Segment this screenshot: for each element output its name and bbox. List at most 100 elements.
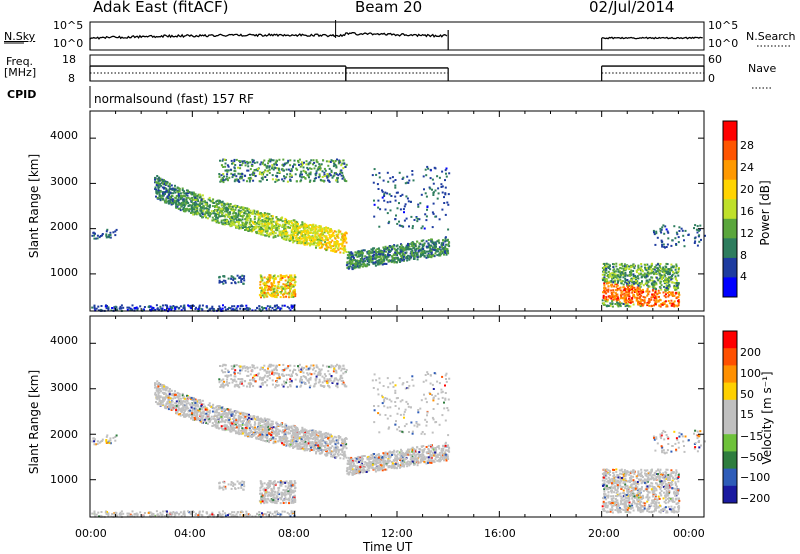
power-cell-1973	[168, 200, 171, 203]
power-cell-2717	[351, 260, 354, 263]
power-cell-940	[228, 213, 231, 216]
velocity-cell-234	[332, 370, 335, 373]
power-cell-1330	[214, 220, 217, 222]
power-cell-1577	[199, 208, 202, 211]
velocity-cell-136	[259, 376, 262, 379]
power-cell-1822	[196, 205, 199, 208]
power-cell-3365	[607, 285, 610, 288]
power-cell-2399	[438, 241, 441, 244]
power-cell-1526	[232, 209, 235, 212]
velocity-cell-417	[335, 384, 338, 387]
power-cell-2467	[407, 246, 410, 249]
power-cell-1558	[221, 214, 224, 217]
power-cell-4301	[262, 307, 265, 310]
power-cell-372	[307, 162, 310, 165]
power-cell-3555	[616, 303, 619, 306]
power-cell-1515	[284, 230, 287, 233]
power-cell-622	[234, 221, 237, 224]
power-cell-3563	[627, 274, 630, 277]
power-cell-1839	[194, 199, 197, 202]
power-cell-1976	[244, 218, 247, 221]
power-cell-2233	[406, 245, 408, 248]
power-cell-1795	[228, 215, 231, 218]
power-cell-4133	[666, 230, 669, 233]
power-cell-2943	[269, 286, 272, 289]
power-cell-4279	[271, 307, 274, 309]
power-cell-2336	[428, 254, 431, 257]
power-cell-31	[227, 169, 230, 172]
power-cell-206	[341, 162, 344, 165]
vel-cb-tick-50: 50	[740, 388, 754, 401]
power-cell-402	[340, 174, 343, 177]
power-cell-583	[243, 226, 246, 228]
velocity-cell-178	[275, 364, 278, 367]
power-cell-1522	[284, 223, 287, 226]
power-cell-2761	[437, 187, 440, 190]
power-cell-2384	[374, 254, 377, 257]
power-cell-4370	[156, 307, 159, 310]
power-cell-1987	[295, 228, 298, 231]
power-cell-2511	[364, 255, 367, 258]
power-cell-3624	[630, 269, 633, 272]
power-cell-1116	[261, 222, 264, 225]
power-cell-1604	[205, 209, 208, 212]
velocity-cell-207	[313, 385, 316, 388]
power-cell-3156	[232, 276, 235, 279]
power-cell-2580	[395, 245, 398, 248]
power-cell-1412	[280, 233, 283, 236]
power-cell-1734	[252, 229, 255, 232]
power-cell-2008	[283, 235, 286, 238]
power-cell-4128	[687, 233, 690, 236]
power-cell-2735	[394, 179, 397, 181]
power-cell-1800	[279, 233, 282, 236]
power-cell-3873	[643, 272, 646, 275]
power-cell-1963	[284, 233, 287, 236]
power-cell-1578	[255, 222, 258, 225]
velocity-cell-249	[334, 369, 337, 372]
power-cell-268	[300, 179, 303, 182]
power-cell-43	[265, 166, 268, 169]
power-cell-3720	[625, 267, 628, 270]
power-cell-2503	[427, 256, 429, 259]
power-cell-29	[308, 176, 310, 179]
power-cell-2151	[347, 251, 350, 254]
power-cell-2803	[409, 200, 412, 203]
velocity-cell-318	[273, 371, 276, 374]
power-cell-2026	[346, 262, 349, 265]
power-cell-3948	[619, 286, 622, 289]
power-cell-3829	[631, 300, 634, 303]
power-cell-1203	[295, 238, 298, 241]
power-cell-3161	[222, 279, 225, 282]
power-cell-2174	[394, 253, 397, 256]
power-cell-247	[319, 167, 322, 170]
power-cell-212	[293, 159, 296, 162]
power-cell-2825	[424, 213, 427, 216]
power-cell-2000	[305, 237, 308, 240]
power-cell-1262	[212, 202, 215, 204]
velocity-cell-173	[297, 366, 300, 369]
power-cell-3925	[640, 292, 643, 295]
power-cell-4107	[684, 229, 687, 232]
power-cell-932	[177, 194, 180, 197]
power-cell-3897	[627, 286, 629, 289]
power-cell-3044	[290, 294, 293, 297]
power-cell-349	[277, 167, 280, 170]
power-cell-1402	[198, 202, 201, 205]
power-cell-762	[259, 217, 261, 220]
power-cell-979	[202, 197, 205, 200]
power-cell-4387	[158, 308, 160, 311]
power-cell-2544	[373, 247, 376, 250]
power-cell-3018	[259, 286, 262, 289]
power-cell-2099	[371, 250, 374, 253]
power-cell-414	[266, 165, 269, 168]
power-cell-1570	[266, 223, 269, 226]
xaxis-label: Time UT	[363, 540, 413, 554]
power-cell-2526	[408, 255, 411, 258]
velocity-cell-362	[321, 385, 324, 388]
power-cell-406	[281, 167, 284, 170]
power-cell-2694	[375, 251, 378, 253]
power-cell-4376	[200, 307, 203, 310]
power-cell-2219	[395, 257, 398, 260]
power-cell-1984	[345, 251, 348, 253]
power-cell-666	[287, 220, 290, 223]
